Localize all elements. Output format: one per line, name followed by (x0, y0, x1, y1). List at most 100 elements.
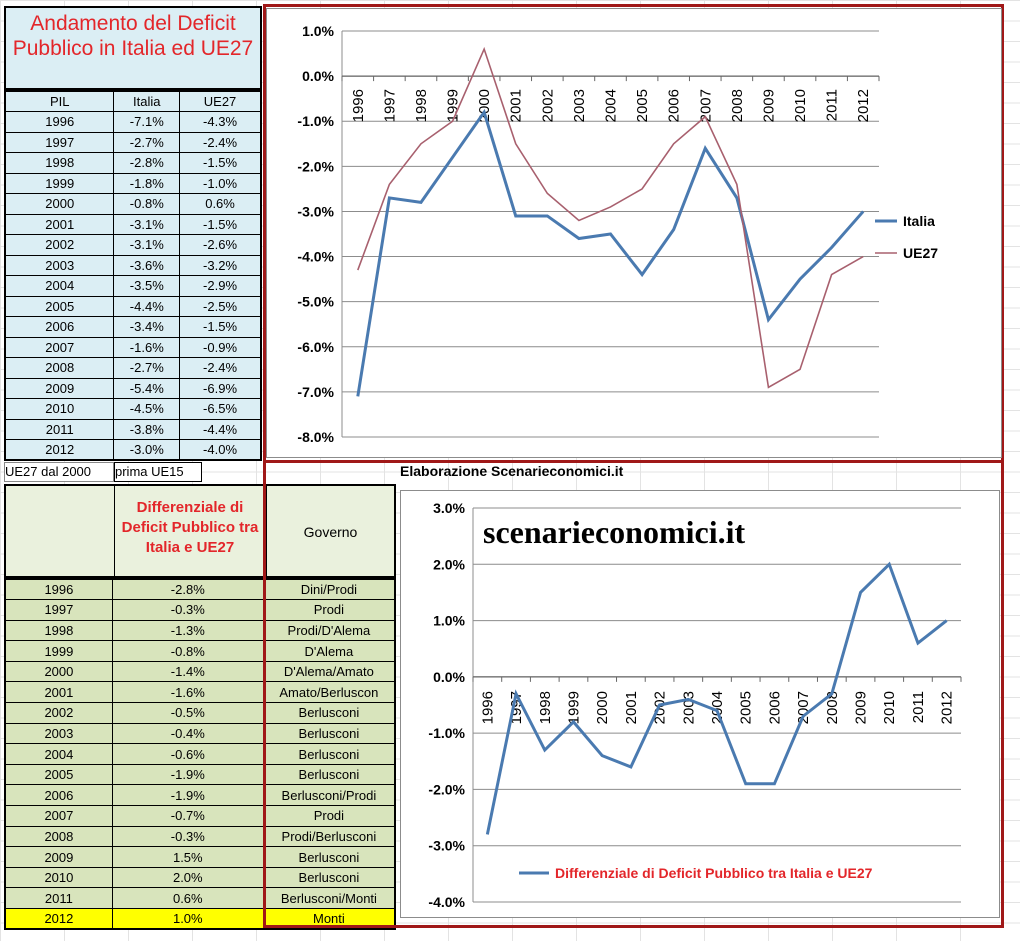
table-cell[interactable]: -0.3% (111, 825, 264, 848)
table-cell[interactable]: 2012 (4, 439, 115, 461)
table-cell[interactable]: 1.0% (111, 908, 264, 930)
table-cell[interactable]: 0.6% (179, 193, 262, 215)
table-cell[interactable]: -1.6% (113, 336, 181, 358)
table-cell[interactable]: -1.5% (179, 316, 262, 338)
table-cell[interactable]: 2002 (4, 234, 115, 256)
table-cell[interactable]: -4.5% (113, 398, 181, 420)
table-cell[interactable]: -1.6% (111, 681, 264, 704)
table-cell[interactable]: -2.8% (113, 152, 181, 174)
table-cell[interactable]: 2007 (4, 805, 113, 827)
table-cell[interactable]: 1997 (4, 131, 115, 153)
table-cell[interactable]: 2008 (4, 825, 113, 848)
table-cell[interactable]: Prodi (262, 805, 396, 827)
table-cell[interactable]: -4.4% (113, 295, 181, 317)
table-cell[interactable]: -0.6% (111, 743, 264, 765)
table-cell[interactable]: 2005 (4, 763, 113, 786)
series-line-secondary[interactable] (357, 46, 864, 389)
table-cell[interactable]: -3.4% (113, 316, 181, 338)
table-cell[interactable]: 2004 (4, 743, 113, 765)
series-line-primary[interactable] (485, 561, 948, 835)
table-cell[interactable]: -7.1% (113, 111, 181, 133)
table-cell[interactable]: -2.7% (113, 131, 181, 153)
table-cell[interactable]: -2.5% (179, 295, 262, 317)
table-cell[interactable]: 2007 (4, 336, 115, 358)
table-cell[interactable]: 1997 (4, 599, 113, 621)
table-cell[interactable]: 2002 (4, 702, 113, 724)
table-cell[interactable]: -4.3% (179, 111, 262, 133)
table-cell[interactable]: Berlusconi (262, 722, 396, 745)
table-cell[interactable]: 2011 (4, 887, 113, 909)
table-cell[interactable]: 1996 (4, 111, 115, 133)
table-cell[interactable]: Prodi/D'Alema (262, 619, 396, 642)
table-cell[interactable]: 2012 (4, 908, 113, 930)
table-cell[interactable]: -1.9% (111, 784, 264, 807)
table-cell[interactable]: -1.4% (111, 660, 264, 683)
table-cell[interactable]: -1.0% (179, 172, 262, 194)
table-cell[interactable]: -2.9% (179, 275, 262, 297)
table-cell[interactable]: -0.8% (111, 640, 264, 662)
table-cell[interactable]: 2000 (4, 193, 115, 215)
table1-title-cell[interactable]: Andamento del Deficit Pubblico in Italia… (4, 6, 262, 90)
table-cell[interactable]: 2010 (4, 866, 113, 889)
table-cell[interactable]: -1.3% (111, 619, 264, 642)
table-cell[interactable]: -3.1% (113, 213, 181, 235)
table-cell[interactable]: -1.9% (111, 763, 264, 786)
table-cell[interactable]: -2.8% (111, 578, 264, 601)
table-cell[interactable]: -0.3% (111, 599, 264, 621)
note-before-ue15[interactable]: prima UE15 (114, 462, 202, 482)
table-cell[interactable]: 1.5% (111, 846, 264, 868)
table1-header-cell[interactable]: UE27 (179, 90, 262, 112)
table-cell[interactable]: 1998 (4, 152, 115, 174)
table-cell[interactable]: 2003 (4, 254, 115, 276)
table-cell[interactable]: Prodi (262, 599, 396, 621)
table-cell[interactable]: -3.1% (113, 234, 181, 256)
table-cell[interactable]: -3.2% (179, 254, 262, 276)
table1-header-cell[interactable]: PIL (4, 90, 115, 112)
table-cell[interactable]: Berlusconi (262, 763, 396, 786)
table-cell[interactable]: -1.8% (113, 172, 181, 194)
table-cell[interactable]: 2005 (4, 295, 115, 317)
table-cell[interactable]: D'Alema (262, 640, 396, 662)
table-cell[interactable]: Berlusconi/Prodi (262, 784, 396, 807)
table-cell[interactable]: Monti (262, 908, 396, 930)
table-cell[interactable]: -3.5% (113, 275, 181, 297)
table-cell[interactable]: 2.0% (111, 866, 264, 889)
table-cell[interactable]: Berlusconi (262, 743, 396, 765)
table-cell[interactable]: -2.4% (179, 131, 262, 153)
table-cell[interactable]: 2004 (4, 275, 115, 297)
table-cell[interactable]: 2009 (4, 846, 113, 868)
table-cell[interactable]: -2.7% (113, 357, 181, 379)
table-cell[interactable]: 1999 (4, 640, 113, 662)
table-cell[interactable]: -1.5% (179, 213, 262, 235)
table-cell[interactable]: Amato/Berluscon (262, 681, 396, 704)
table-cell[interactable]: 2003 (4, 722, 113, 745)
table-cell[interactable]: Berlusconi (262, 866, 396, 889)
table-cell[interactable]: -0.7% (111, 805, 264, 827)
table-cell[interactable]: 2010 (4, 398, 115, 420)
table-cell[interactable]: 2001 (4, 213, 115, 235)
table-cell[interactable]: -6.5% (179, 398, 262, 420)
chart-differential[interactable]: 3.0% 2.0% 1.0% 0.0% -1.0% -2.0% -3.0% -4.0% 1996… (400, 490, 1000, 918)
table-cell[interactable]: 2006 (4, 316, 115, 338)
table-cell[interactable]: -4.4% (179, 418, 262, 440)
note-ue27-since-2000[interactable]: UE27 dal 2000 (4, 462, 114, 482)
table-cell[interactable]: 0.6% (111, 887, 264, 909)
table-cell[interactable]: -3.0% (113, 439, 181, 461)
series-line-primary[interactable] (356, 108, 865, 397)
table-cell[interactable]: -2.4% (179, 357, 262, 379)
table-cell[interactable]: -0.9% (179, 336, 262, 358)
table-cell[interactable]: 2009 (4, 377, 115, 399)
table1-header-cell[interactable]: Italia (113, 90, 181, 112)
chart-deficit[interactable]: 1.0% 0.0% -1.0% -2.0% -3.0% -4.0% -5.0% -6.0% -7… (266, 8, 1002, 458)
table-cell[interactable]: -0.4% (111, 722, 264, 745)
table-cell[interactable]: 1996 (4, 578, 113, 601)
table-cell[interactable]: -4.0% (179, 439, 262, 461)
table-cell[interactable]: 2011 (4, 418, 115, 440)
table-cell[interactable]: -2.6% (179, 234, 262, 256)
table-cell[interactable]: 2001 (4, 681, 113, 704)
table-cell[interactable]: -1.5% (179, 152, 262, 174)
table-cell[interactable]: -0.8% (113, 193, 181, 215)
table-cell[interactable]: -3.8% (113, 418, 181, 440)
table-cell[interactable]: -6.9% (179, 377, 262, 399)
table-cell[interactable]: 2006 (4, 784, 113, 807)
